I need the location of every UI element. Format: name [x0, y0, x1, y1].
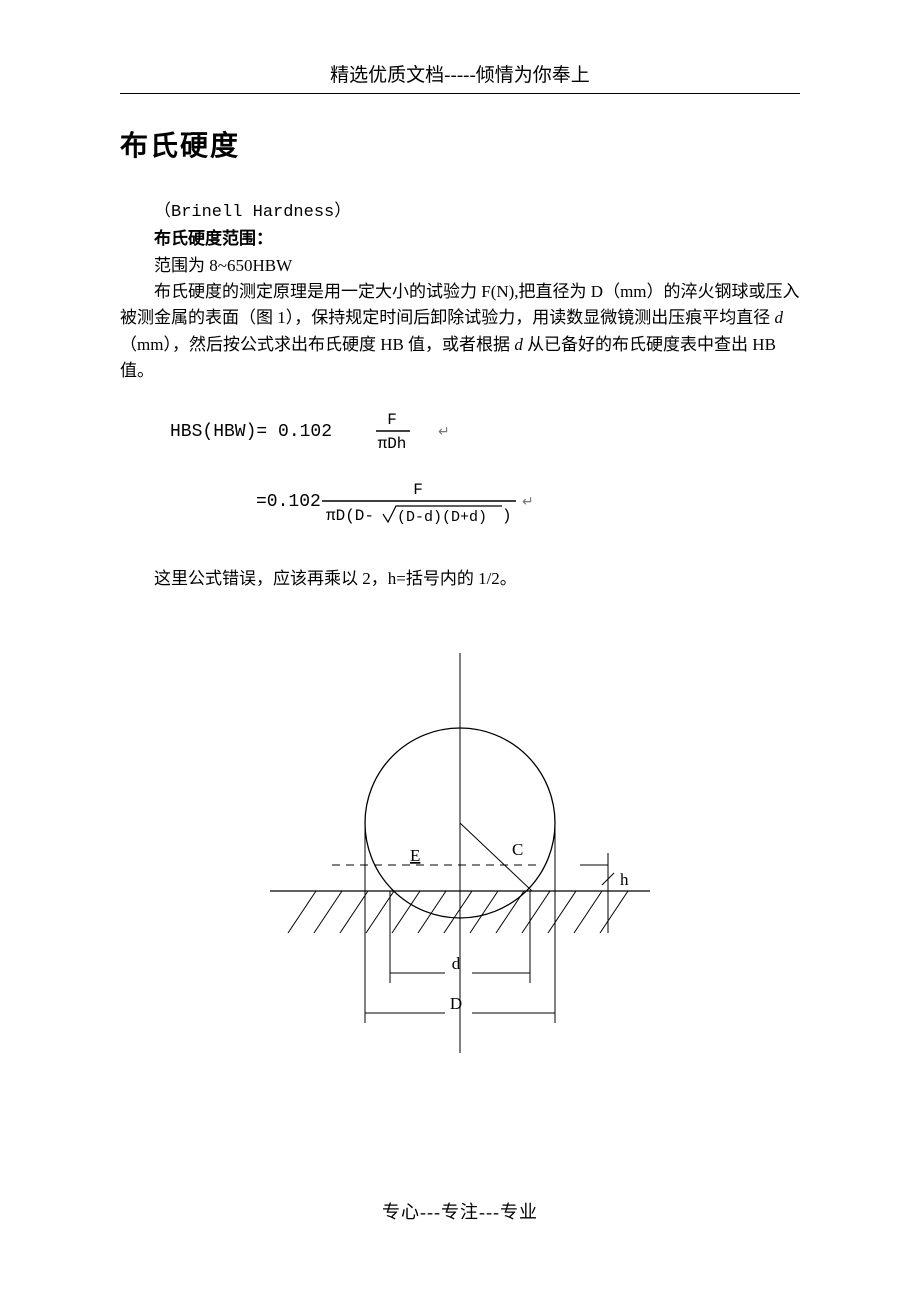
document-footer: 专心---专注---专业	[120, 1198, 800, 1224]
diagram-block: E Ch d D	[210, 633, 710, 1098]
principle-paragraph: 布氏硬度的测定原理是用一定大小的试验力 F(N),把直径为 D（mm）的淬火钢球…	[120, 279, 800, 384]
formula-l2-pre: =0.102	[256, 492, 321, 512]
formula-f2-den-sqrt: (D-d)(D+d)	[397, 509, 487, 526]
header-divider	[120, 93, 800, 94]
svg-text:C: C	[512, 840, 523, 859]
formula-f2-den-b: )	[502, 507, 512, 525]
var-d-1: d	[775, 308, 784, 327]
svg-text:D: D	[450, 994, 462, 1013]
svg-text:h: h	[620, 870, 629, 889]
range-value: 范围为 8~650HBW	[120, 253, 800, 279]
principle-text-b: （mm），然后按公式求出布氏硬度 HB 值，或者根据	[120, 335, 514, 354]
formula-f2-num: F	[413, 481, 423, 499]
formula-f1-den: πDh	[378, 435, 407, 453]
formula-svg: HBS(HBW)= 0.102 F πDh ↵ =0.102 F πD(D- (…	[170, 406, 550, 546]
range-heading: 布氏硬度范围：	[120, 226, 800, 252]
page-title: 布氏硬度	[120, 124, 800, 164]
var-d-2: d	[514, 335, 523, 354]
formula-note: 这里公式错误，应该再乘以 2，h=括号内的 1/2。	[120, 566, 800, 592]
formula-f1-num: F	[387, 411, 397, 429]
body-content: （Brinell Hardness） 布氏硬度范围： 范围为 8~650HBW …	[120, 200, 800, 384]
principle-text-a: 布氏硬度的测定原理是用一定大小的试验力 F(N),把直径为 D（mm）的淬火钢球…	[120, 282, 800, 327]
diagram-svg: E Ch d D	[210, 633, 710, 1093]
formula-lhs: HBS(HBW)= 0.102	[170, 422, 332, 442]
document-header: 精选优质文档-----倾情为你奉上	[120, 60, 800, 87]
svg-text:E: E	[410, 846, 420, 865]
formula-block: HBS(HBW)= 0.102 F πDh ↵ =0.102 F πD(D- (…	[170, 406, 800, 546]
formula-return-2: ↵	[522, 495, 534, 510]
svg-text:d: d	[452, 954, 461, 973]
subtitle-english: （Brinell Hardness）	[120, 200, 800, 226]
formula-f2-den-a: πD(D-	[326, 507, 374, 525]
formula-return-1: ↵	[438, 425, 450, 440]
